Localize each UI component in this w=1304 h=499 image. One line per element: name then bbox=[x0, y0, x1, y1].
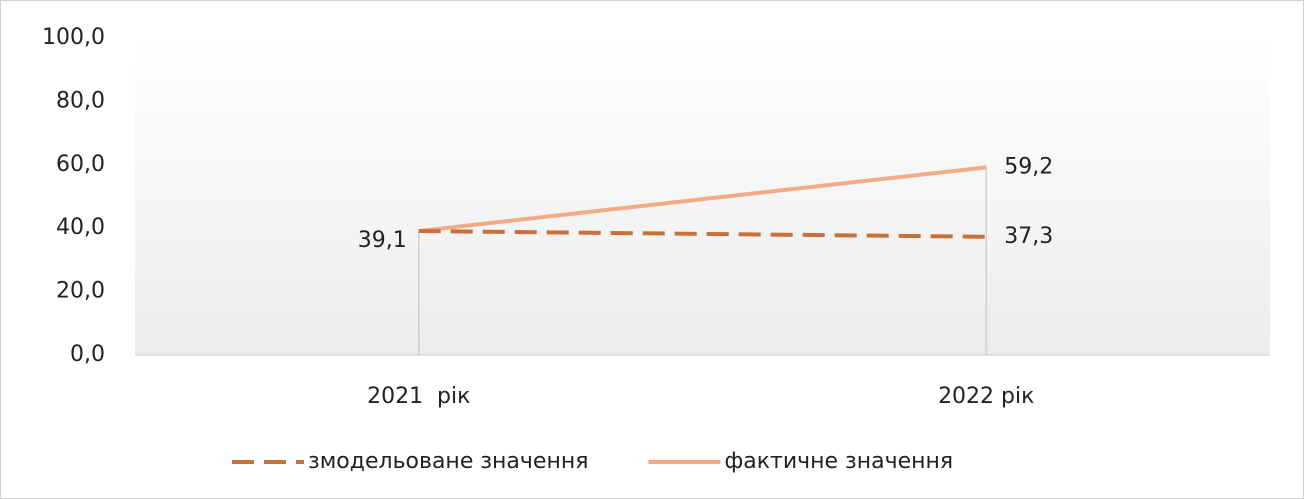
y-tick-label: 40,0 bbox=[56, 215, 105, 240]
legend-label: фактичне значення bbox=[724, 449, 953, 474]
data-label: 59,2 bbox=[1004, 154, 1053, 179]
y-tick-label: 0,0 bbox=[70, 342, 105, 367]
y-tick-label: 80,0 bbox=[56, 88, 105, 113]
legend-label: змодельоване значення bbox=[308, 449, 588, 474]
y-tick-label: 100,0 bbox=[42, 25, 105, 50]
series-line bbox=[418, 165, 987, 234]
x-tick-label: 2022 рік bbox=[938, 384, 1034, 409]
plot-area bbox=[135, 38, 1270, 355]
data-label: 37,3 bbox=[1004, 224, 1053, 249]
x-tick-label: 2021 рік bbox=[367, 384, 470, 409]
y-tick-label: 20,0 bbox=[56, 279, 105, 304]
data-label: 39,1 bbox=[358, 228, 407, 253]
y-tick-label: 60,0 bbox=[56, 152, 105, 177]
